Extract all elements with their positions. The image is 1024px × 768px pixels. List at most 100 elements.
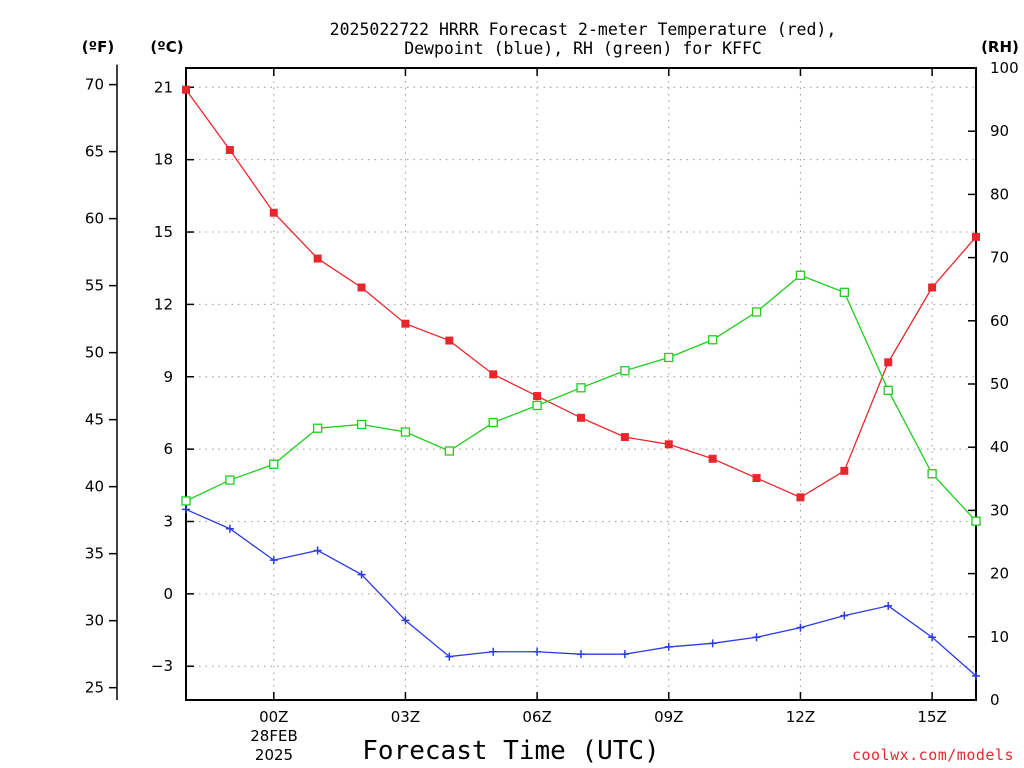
- data-series: [181, 85, 981, 680]
- dewpoint-point: [577, 650, 585, 659]
- temperature-point: [269, 208, 278, 217]
- dewpoint-point: [313, 546, 322, 555]
- rh-point: [751, 307, 762, 317]
- temperature-point: [928, 283, 937, 292]
- dewpoint-point: [225, 524, 234, 533]
- rh-point: [795, 270, 806, 280]
- temperature-point: [182, 85, 190, 94]
- rh-point: [532, 400, 542, 411]
- fahrenheit-tick-label: 40: [85, 478, 104, 496]
- temperature-point: [401, 319, 410, 328]
- dewpoint-point: [620, 650, 629, 659]
- fahrenheit-tick-label: 65: [85, 143, 104, 161]
- temperature-point: [445, 336, 454, 345]
- temperature-point: [884, 358, 893, 367]
- celsius-tick-label: 9: [163, 368, 173, 386]
- rh-point: [313, 423, 323, 433]
- x-axis-title: Forecast Time (UTC): [362, 736, 659, 766]
- rh-point: [927, 469, 937, 479]
- dewpoint-point: [182, 505, 190, 514]
- celsius-unit-label: (ºC): [150, 38, 183, 56]
- rh-point: [883, 385, 893, 395]
- rh-point: [269, 459, 279, 469]
- rh-point: [971, 516, 981, 526]
- celsius-tick-label: 18: [154, 151, 173, 169]
- fahrenheit-tick-label: 35: [85, 545, 104, 563]
- rh-tick-label: 90: [990, 122, 1009, 140]
- date-label-day: 28FEB: [250, 727, 297, 745]
- celsius-tick-label: 3: [163, 512, 173, 530]
- dewpoint-point: [401, 616, 410, 625]
- celsius-tick-label: 0: [163, 585, 173, 603]
- temperature-point: [840, 466, 849, 475]
- fahrenheit-tick-label: 55: [85, 277, 104, 295]
- date-label-year: 2025: [255, 746, 293, 764]
- temperature-point: [708, 454, 717, 463]
- x-tick-label: 00Z: [259, 708, 288, 726]
- rh-tick-label: 50: [990, 375, 1009, 393]
- chart-title: 2025022722 HRRR Forecast 2-meter Tempera…: [330, 20, 837, 58]
- dewpoint-point: [664, 642, 673, 651]
- fahrenheit-unit-label: (ºF): [82, 38, 114, 56]
- rh-tick-label: 40: [990, 438, 1009, 456]
- rh-point: [620, 366, 630, 376]
- rh-point: [708, 335, 718, 345]
- x-tick-label: 15Z: [917, 708, 946, 726]
- rh-line: [185, 274, 977, 522]
- rh-point: [444, 446, 454, 456]
- dewpoint-point: [357, 570, 366, 579]
- rh-unit-label: (RH): [981, 38, 1019, 56]
- credit-text: coolwx.com/models: [852, 746, 1014, 764]
- temperature-point: [577, 413, 585, 422]
- temperature-point: [664, 440, 673, 449]
- chart-title-line-2: Dewpoint (blue), RH (green) for KFFC: [404, 39, 762, 58]
- temperature-point: [357, 283, 366, 292]
- celsius-tick-label: 15: [154, 223, 173, 241]
- x-tick-label: 06Z: [522, 708, 551, 726]
- rh-tick-label: 0: [990, 691, 1000, 709]
- dewpoint-point: [269, 556, 278, 565]
- rh-tick-label: 10: [990, 628, 1009, 646]
- rh-point: [225, 475, 235, 485]
- dewpoint-point: [708, 639, 717, 648]
- temperature-series: [182, 85, 980, 502]
- temperature-point: [620, 433, 629, 442]
- dewpoint-series: [182, 505, 980, 680]
- x-tick-label: 09Z: [654, 708, 683, 726]
- rh-tick-label: 70: [990, 249, 1009, 267]
- dewpoint-point: [796, 623, 805, 632]
- dewpoint-point: [489, 647, 498, 656]
- temperature-line: [185, 89, 977, 499]
- temperature-point: [972, 232, 980, 241]
- dewpoint-point: [928, 633, 937, 642]
- rh-point: [488, 417, 498, 428]
- temperature-point: [489, 370, 498, 379]
- chart-title-line-1: 2025022722 HRRR Forecast 2-meter Tempera…: [330, 20, 837, 39]
- temperature-point: [533, 392, 542, 401]
- fahrenheit-tick-label: 45: [85, 411, 104, 429]
- celsius-tick-label: 6: [163, 440, 173, 458]
- celsius-tick-label: −3: [151, 657, 173, 675]
- rh-point: [839, 287, 849, 298]
- dewpoint-point: [840, 611, 849, 620]
- rh-point: [664, 352, 674, 363]
- rh-point: [181, 496, 191, 506]
- rh-tick-label: 60: [990, 312, 1009, 330]
- rh-point: [576, 383, 586, 393]
- dewpoint-point: [884, 601, 893, 610]
- x-tick-label: 03Z: [391, 708, 420, 726]
- x-tick-label: 12Z: [786, 708, 815, 726]
- rh-point: [400, 427, 411, 437]
- grid-lines: [186, 68, 976, 700]
- rh-tick-label: 20: [990, 565, 1009, 583]
- temperature-point: [796, 493, 805, 502]
- celsius-tick-label: 21: [154, 78, 173, 96]
- rh-tick-label: 30: [990, 501, 1009, 519]
- rh-point: [356, 419, 367, 430]
- axes: 00Z 03Z 06Z 09Z 12Z 15Z −3 0 3 6 9 12 15 18 21 25 30 35 40…: [85, 59, 1019, 726]
- fahrenheit-tick-label: 50: [85, 344, 104, 362]
- rh-series: [181, 270, 981, 526]
- dewpoint-point: [972, 671, 980, 680]
- dewpoint-point: [752, 633, 761, 642]
